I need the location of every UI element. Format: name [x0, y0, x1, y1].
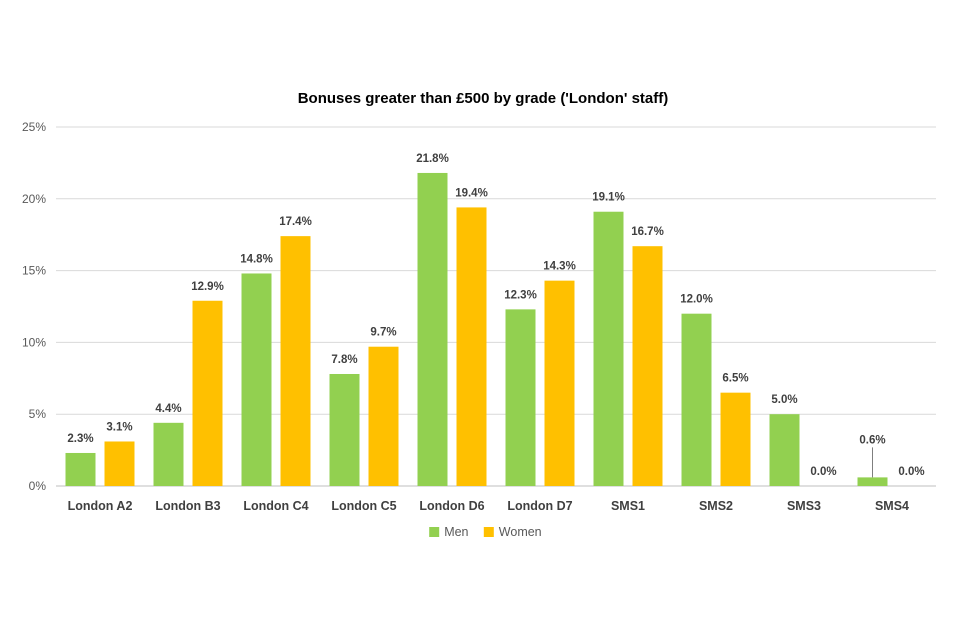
x-category-label: London D6	[419, 499, 484, 513]
bar-women-sms1	[632, 246, 663, 486]
data-labels: 2.3% 3.1% 4.4% 12.9% 14.8% 17.4% 7.8% 9.7% 21.8%…	[67, 153, 924, 478]
bar-women-london-a2	[104, 441, 135, 486]
data-label: 14.8%	[240, 253, 273, 265]
x-category-label: SMS3	[787, 499, 821, 513]
y-tick-label: 10%	[22, 335, 46, 349]
data-label: 2.3%	[67, 433, 93, 445]
data-label: 14.3%	[543, 261, 576, 273]
x-axis-categories: London A2 London B3 London C4 London C5 Lond…	[68, 499, 909, 513]
bar-men-london-c5	[329, 373, 360, 486]
bar-women-london-c5	[368, 346, 399, 486]
bar-men-sms1	[593, 211, 624, 486]
bar-women-sms2	[720, 392, 751, 486]
data-label: 7.8%	[331, 354, 357, 366]
legend-swatch-women	[483, 527, 494, 537]
y-tick-label: 15%	[22, 264, 46, 278]
bar-men-sms4	[857, 477, 888, 486]
data-label: 9.7%	[370, 327, 396, 339]
data-label: 3.1%	[106, 421, 132, 433]
bar-women-london-b3	[192, 300, 223, 486]
legend-label-women: Women	[499, 525, 542, 539]
x-category-label: SMS1	[611, 499, 645, 513]
bar-men-london-a2	[65, 452, 96, 486]
data-label: 4.4%	[155, 403, 181, 415]
legend-label-men: Men	[444, 525, 468, 539]
data-label: 12.9%	[191, 281, 224, 293]
legend: Men Women	[429, 525, 542, 539]
y-tick-label: 25%	[22, 120, 46, 134]
gridlines	[56, 126, 936, 487]
x-category-label: London C5	[331, 499, 396, 513]
bar-men-london-b3	[153, 422, 184, 486]
x-category-label: London A2	[68, 499, 133, 513]
bar-men-london-c4	[241, 273, 272, 486]
data-label: 0.0%	[898, 466, 924, 478]
data-label: 19.1%	[592, 192, 625, 204]
x-category-label: SMS2	[699, 499, 733, 513]
y-tick-label: 20%	[22, 192, 46, 206]
bar-men-london-d6	[417, 172, 448, 486]
x-category-label: London C4	[243, 499, 308, 513]
x-category-label: SMS4	[875, 499, 909, 513]
y-tick-label: 0%	[29, 479, 47, 493]
data-label: 12.3%	[504, 289, 537, 301]
data-label: 6.5%	[722, 373, 748, 385]
legend-swatch-men	[429, 527, 440, 537]
y-tick-label: 5%	[29, 407, 47, 421]
data-label: 16.7%	[631, 226, 664, 238]
bars	[65, 172, 888, 486]
data-label: 0.6%	[859, 434, 885, 446]
bar-women-london-d7	[544, 280, 575, 486]
x-category-label: London D7	[507, 499, 572, 513]
data-label: 17.4%	[279, 216, 312, 228]
data-label: 0.0%	[810, 466, 836, 478]
x-category-label: London B3	[155, 499, 220, 513]
chart-title: Bonuses greater than £500 by grade ('Lon…	[298, 90, 669, 107]
bar-men-sms2	[681, 313, 712, 486]
data-label: 12.0%	[680, 294, 713, 306]
data-label: 5.0%	[771, 394, 797, 406]
bar-women-london-d6	[456, 207, 487, 486]
data-label: 21.8%	[416, 153, 449, 165]
bar-men-london-d7	[505, 309, 536, 486]
bar-men-sms3	[769, 414, 800, 486]
data-label: 19.4%	[455, 187, 488, 199]
bar-women-london-c4	[280, 236, 311, 486]
y-axis-ticks: 0% 5% 10% 15% 20% 25%	[22, 120, 46, 493]
